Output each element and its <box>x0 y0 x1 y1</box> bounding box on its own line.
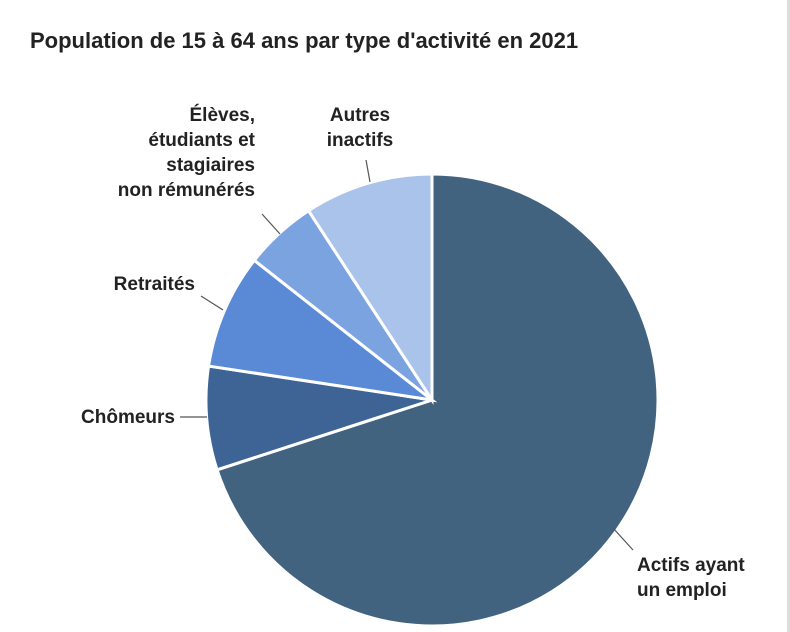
leader-line <box>612 527 634 551</box>
slice-label: Autres inactifs <box>326 105 394 151</box>
pie-slice <box>206 258 438 403</box>
leader-line <box>365 159 371 183</box>
pie-slice <box>215 172 660 628</box>
slice-label: Actifs ayant un emploi <box>637 555 745 601</box>
pie-slice <box>306 172 434 406</box>
chart-title: Population de 15 à 64 ans par type d'act… <box>30 28 579 53</box>
leader-line <box>200 295 224 311</box>
slice-label: Chômeurs <box>81 407 175 428</box>
slice-label: Élèves, étudiants et stagiaires non rému… <box>117 105 255 201</box>
leader-line <box>261 213 281 235</box>
slice-label: Retraités <box>113 274 195 295</box>
